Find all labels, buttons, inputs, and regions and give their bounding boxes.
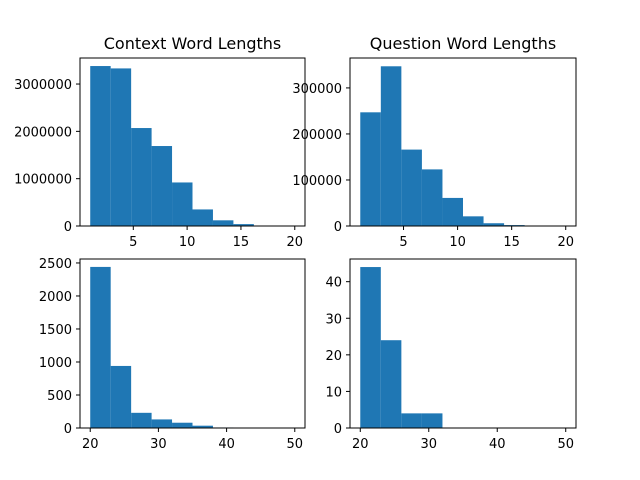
x-tick-label: 15 — [503, 235, 520, 250]
x-tick-label: 30 — [150, 437, 167, 452]
histogram-bar — [110, 365, 132, 428]
y-tick-label: 2000000 — [14, 125, 72, 140]
histogram-bar — [192, 425, 213, 428]
y-tick-label: 10 — [325, 385, 342, 400]
y-tick-label: 300000 — [292, 82, 342, 97]
x-tick-label: 50 — [557, 437, 574, 452]
chart-panel-4: 20 30 40 50 0 10 20 30 40 — [325, 258, 577, 452]
axes-frame — [349, 57, 577, 227]
y-tick-label: 1500 — [39, 323, 72, 338]
y-tick-label: 2000 — [39, 290, 72, 305]
histogram-bar — [172, 422, 193, 428]
histogram-bar — [192, 209, 213, 226]
histogram-bar — [421, 413, 443, 428]
histogram-bar — [90, 266, 111, 428]
histogram-bar — [442, 197, 463, 226]
x-tick-label: 5 — [399, 235, 407, 250]
histogram-bar — [151, 419, 173, 428]
y-tick-label: 200000 — [292, 128, 342, 143]
y-tick-label: 1000 — [39, 356, 72, 371]
histogram-bar — [380, 340, 402, 428]
x-tick-label: 20 — [82, 437, 99, 452]
histogram-bar — [131, 128, 152, 226]
y-tick-label: 2500 — [39, 257, 72, 272]
histogram-bar — [131, 412, 152, 428]
histogram-bar — [401, 149, 422, 226]
histogram-bar — [380, 66, 402, 226]
x-tick-label: 20 — [352, 437, 369, 452]
y-tick-label: 20 — [325, 349, 342, 364]
chart-panel-1: 5 10 15 20 0 1000000 2000000 3000000 Context Wor… — [14, 34, 306, 250]
y-tick-label: 0 — [64, 422, 72, 437]
y-tick-label: 0 — [334, 220, 342, 235]
histogram-bar — [212, 220, 234, 226]
x-tick-label: 30 — [420, 437, 437, 452]
histogram-bar — [360, 267, 381, 428]
y-tick-label: 30 — [325, 312, 342, 327]
x-tick-label: 10 — [449, 235, 466, 250]
histogram-bar — [401, 413, 422, 428]
axes-frame — [79, 258, 306, 429]
histogram-bar — [151, 146, 173, 226]
axes-frame — [79, 57, 306, 227]
histogram-bar — [421, 169, 443, 226]
x-tick-label: 10 — [179, 235, 196, 250]
chart-title: Question Word Lengths — [370, 34, 556, 53]
y-tick-label: 100000 — [292, 174, 342, 189]
histogram-bar — [110, 68, 132, 226]
histogram-bar — [233, 224, 254, 226]
y-tick-label: 40 — [325, 276, 342, 291]
histogram-bar — [463, 216, 484, 226]
x-tick-label: 50 — [286, 437, 303, 452]
histogram-bar — [360, 112, 381, 226]
chart-panel-2: 5 10 15 20 0 100000 200000 300000 Question Word … — [292, 34, 577, 250]
y-tick-label: 3000000 — [14, 78, 72, 93]
x-tick-label: 40 — [218, 437, 235, 452]
histogram-bar — [483, 223, 505, 226]
chart-title: Context Word Lengths — [104, 34, 282, 53]
x-tick-label: 20 — [557, 235, 574, 250]
x-tick-label: 5 — [129, 235, 137, 250]
histogram-bar — [172, 182, 193, 226]
y-tick-label: 500 — [47, 389, 72, 404]
axes-frame — [349, 258, 577, 429]
y-tick-label: 1000000 — [14, 173, 72, 188]
x-tick-label: 20 — [286, 235, 303, 250]
histogram-bar — [90, 66, 111, 226]
y-tick-label: 0 — [64, 220, 72, 235]
x-tick-label: 15 — [233, 235, 250, 250]
x-tick-label: 40 — [489, 437, 506, 452]
y-tick-label: 0 — [334, 422, 342, 437]
